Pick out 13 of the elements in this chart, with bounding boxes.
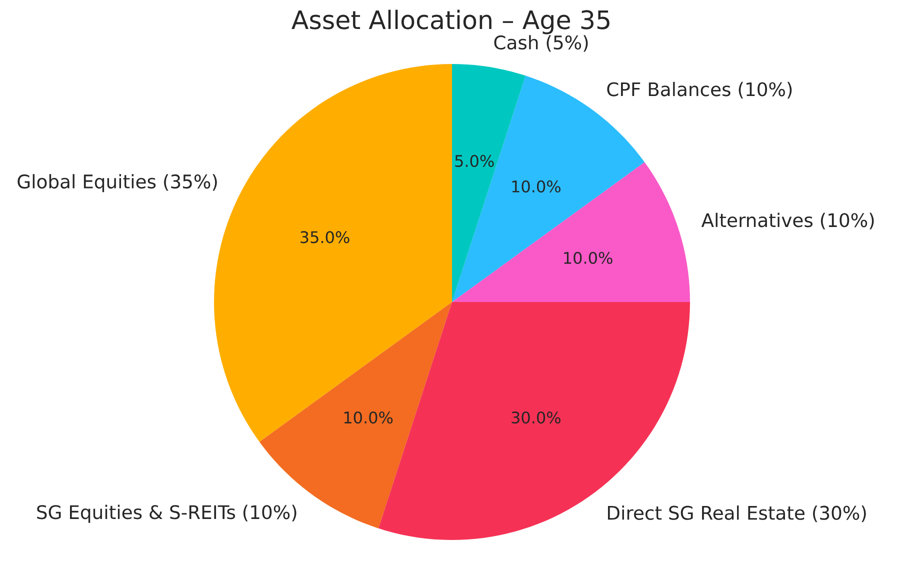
data-label: 5.0% [455,154,494,168]
data-label: 35.0% [300,231,350,244]
data-label: 30.0% [512,411,560,424]
data-label: 10.0% [512,180,560,193]
slice-label: Direct SG Real Estate (30%) [608,505,866,522]
chart-title: Asset Allocation – Age 35 [292,10,610,34]
slice-label: Global Equities (35%) [18,174,217,192]
data-label: 10.0% [564,252,612,264]
slice-label: Cash (5%) [494,35,588,52]
slice-label: Alternatives (10%) [701,212,874,230]
slice-label: CPF Balances (10%) [607,82,792,99]
data-label: 10.0% [344,411,393,424]
slice-label: SG Equities & S-REITs (10%) [37,504,296,523]
